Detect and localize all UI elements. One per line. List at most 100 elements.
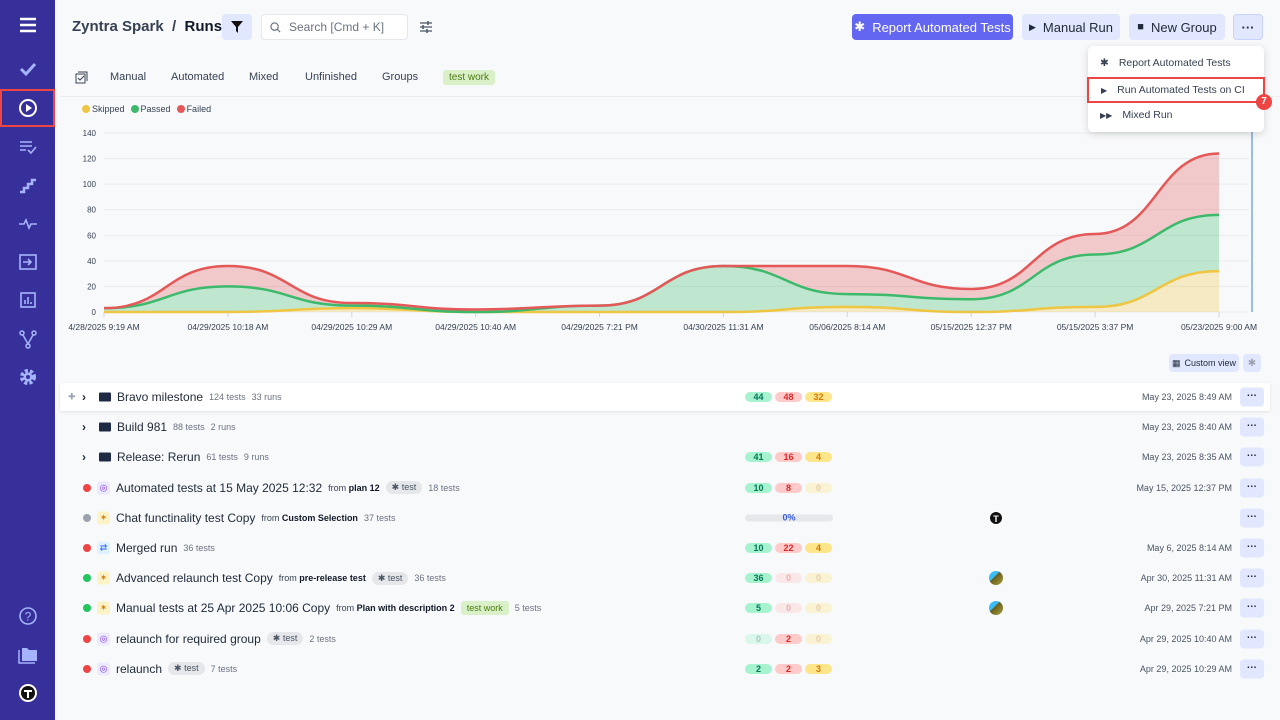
- run-name[interactable]: relaunch ✱ test 7 tests: [116, 661, 238, 676]
- run-name[interactable]: Automated tests at 15 May 2025 12:32 from…: [116, 480, 460, 495]
- tag-chip[interactable]: ✱ test: [371, 571, 409, 585]
- group-row[interactable]: ✚ › Bravo milestone 124 tests 33 runs 44 48 32 M…: [60, 383, 1270, 411]
- passed-badge: 44: [745, 392, 772, 402]
- menu-item-run-automated-tests-on-ci[interactable]: ▶ Run Automated Tests on CI: [1087, 77, 1265, 103]
- check-icon[interactable]: [0, 50, 55, 88]
- chevron-right-icon[interactable]: ›: [82, 390, 86, 404]
- legend-passed[interactable]: Passed: [130, 104, 171, 114]
- row-actions-button[interactable]: ···: [1240, 447, 1264, 467]
- group-name[interactable]: Release: Rerun 61 tests 9 runs: [117, 450, 269, 465]
- group-row[interactable]: › Release: Rerun 61 tests 9 runs 41 16 4 May 23…: [60, 443, 1270, 471]
- button-label: New Group: [1150, 19, 1217, 35]
- run-name[interactable]: Merged run 36 tests: [116, 541, 215, 555]
- pulse-icon[interactable]: [0, 205, 55, 243]
- group-name[interactable]: Build 981 88 tests 2 runs: [117, 420, 236, 435]
- result-badges: 41 16 4: [745, 452, 832, 463]
- group-row[interactable]: › Build 981 88 tests 2 runs May 23, 2025 8:4…: [60, 413, 1270, 441]
- user-avatar[interactable]: T: [989, 510, 1003, 525]
- run-row[interactable]: ⇄ Merged run 36 tests 10 22 4 May 6, 2025 8:14…: [60, 534, 1270, 562]
- passed-badge: 0: [745, 633, 772, 644]
- legend-skipped[interactable]: Skipped: [82, 104, 125, 114]
- run-row[interactable]: ✶ Manual tests at 25 Apr 2025 10:06 Copy f…: [60, 594, 1270, 622]
- run-row[interactable]: ◎ Automated tests at 15 May 2025 12:32 fro…: [60, 474, 1270, 502]
- row-actions-button[interactable]: ···: [1240, 478, 1264, 498]
- tab-unfinished[interactable]: Unfinished: [305, 71, 357, 83]
- test-count: 124 tests: [209, 392, 246, 402]
- select-all-icon[interactable]: [75, 71, 88, 89]
- y-tick-label: 0: [92, 308, 97, 317]
- manual-run-icon: ✶: [97, 601, 110, 615]
- x-tick-label: 04/29/2025 10:40 AM: [435, 322, 516, 332]
- tab-groups[interactable]: Groups: [382, 71, 419, 83]
- tag-chip[interactable]: ✱ test: [266, 632, 304, 646]
- custom-view-button[interactable]: ▦ Custom view: [1169, 354, 1239, 372]
- tab-manual[interactable]: Manual: [110, 71, 147, 83]
- row-actions-button[interactable]: ···: [1240, 508, 1264, 528]
- step-badge: 7: [1256, 94, 1272, 110]
- tab-test-work[interactable]: test work: [443, 70, 496, 85]
- sidebar: ?: [0, 0, 55, 720]
- user-avatar[interactable]: [0, 674, 55, 712]
- run-row[interactable]: ✶ Advanced relaunch test Copy from pre-rel…: [60, 564, 1270, 592]
- skipped-badge: 0: [805, 603, 832, 614]
- more-options-button[interactable]: ···: [1233, 14, 1263, 40]
- run-name[interactable]: Advanced relaunch test Copy from pre-rele…: [116, 571, 446, 586]
- run-count: 2 runs: [210, 422, 236, 433]
- tag-chip[interactable]: ✱ test: [168, 662, 205, 676]
- menu-item-mixed-run[interactable]: ▶▶ Mixed Run: [1088, 103, 1264, 127]
- user-avatar[interactable]: [989, 601, 1003, 616]
- report-automated-tests-button[interactable]: ✱ Report Automated Tests: [852, 14, 1013, 40]
- legend-failed[interactable]: Failed: [176, 104, 211, 114]
- status-progress-icon: [83, 513, 91, 522]
- help-icon[interactable]: ?: [0, 597, 55, 635]
- row-actions-button[interactable]: ···: [1240, 538, 1264, 558]
- user-avatar[interactable]: [989, 571, 1003, 586]
- run-name[interactable]: relaunch for required group ✱ test 2 tests: [116, 631, 336, 646]
- run-row[interactable]: ◎ relaunch ✱ test 7 tests 2 2 3 Apr 29, 2025 10…: [60, 655, 1270, 683]
- test-count: 37 tests: [363, 512, 396, 523]
- gear-icon: ✱: [1100, 57, 1109, 69]
- failed-badge: 16: [775, 452, 802, 463]
- analytics-icon[interactable]: [0, 281, 55, 319]
- run-name[interactable]: Chat functinality test Copy from Custom S…: [116, 510, 396, 525]
- settings-icon[interactable]: [0, 358, 55, 396]
- steps-icon[interactable]: [0, 166, 55, 204]
- settings-sliders-icon[interactable]: [419, 20, 433, 39]
- list-check-icon[interactable]: [0, 128, 55, 166]
- run-row[interactable]: ◎ relaunch for required group ✱ test 2 test…: [60, 625, 1270, 653]
- search-input[interactable]: Search [Cmd + K]: [261, 14, 408, 40]
- y-tick-label: 60: [87, 231, 96, 240]
- play-icon: ▶: [1101, 85, 1108, 95]
- row-actions-button[interactable]: ···: [1240, 387, 1264, 407]
- tag-chip[interactable]: ✱ test: [385, 481, 423, 495]
- row-actions-button[interactable]: ···: [1240, 568, 1264, 588]
- filter-button[interactable]: [222, 14, 252, 40]
- menu-item-report-automated-tests[interactable]: ✱ Report Automated Tests: [1088, 51, 1264, 75]
- chevron-right-icon[interactable]: ›: [82, 420, 86, 435]
- tab-automated[interactable]: Automated: [171, 71, 225, 83]
- test-count: 5 tests: [514, 603, 542, 614]
- chevron-right-icon[interactable]: ›: [82, 450, 86, 465]
- pin-icon[interactable]: ✚: [68, 391, 76, 402]
- folder-icon[interactable]: [0, 636, 55, 674]
- group-name[interactable]: Bravo milestone 124 tests 33 runs: [117, 390, 282, 404]
- project-name[interactable]: Zyntra Spark: [72, 18, 164, 35]
- manual-run-button[interactable]: ▶ Manual Run: [1022, 14, 1120, 40]
- tab-mixed[interactable]: Mixed: [249, 71, 279, 83]
- new-group-button[interactable]: ■ New Group: [1129, 14, 1225, 40]
- row-actions-button[interactable]: ···: [1240, 598, 1264, 618]
- row-actions-button[interactable]: ···: [1240, 417, 1264, 437]
- row-actions-button[interactable]: ···: [1240, 659, 1264, 679]
- menu-icon[interactable]: [0, 6, 55, 44]
- run-row[interactable]: ✶ Chat functinality test Copy from Custom …: [60, 504, 1270, 532]
- sidebar-item-runs[interactable]: [0, 89, 55, 127]
- gear-icon: ✱: [391, 482, 400, 493]
- import-icon[interactable]: [0, 243, 55, 281]
- tag-chip[interactable]: test work: [460, 601, 509, 616]
- test-count: 61 tests: [206, 452, 238, 463]
- row-actions-button[interactable]: ···: [1240, 629, 1264, 649]
- menu-item-label: Run Automated Tests on CI: [1117, 84, 1245, 96]
- run-name[interactable]: Manual tests at 25 Apr 2025 10:06 Copy fr…: [116, 601, 542, 616]
- view-settings-button[interactable]: ✱: [1243, 354, 1261, 372]
- branch-icon[interactable]: [0, 320, 55, 358]
